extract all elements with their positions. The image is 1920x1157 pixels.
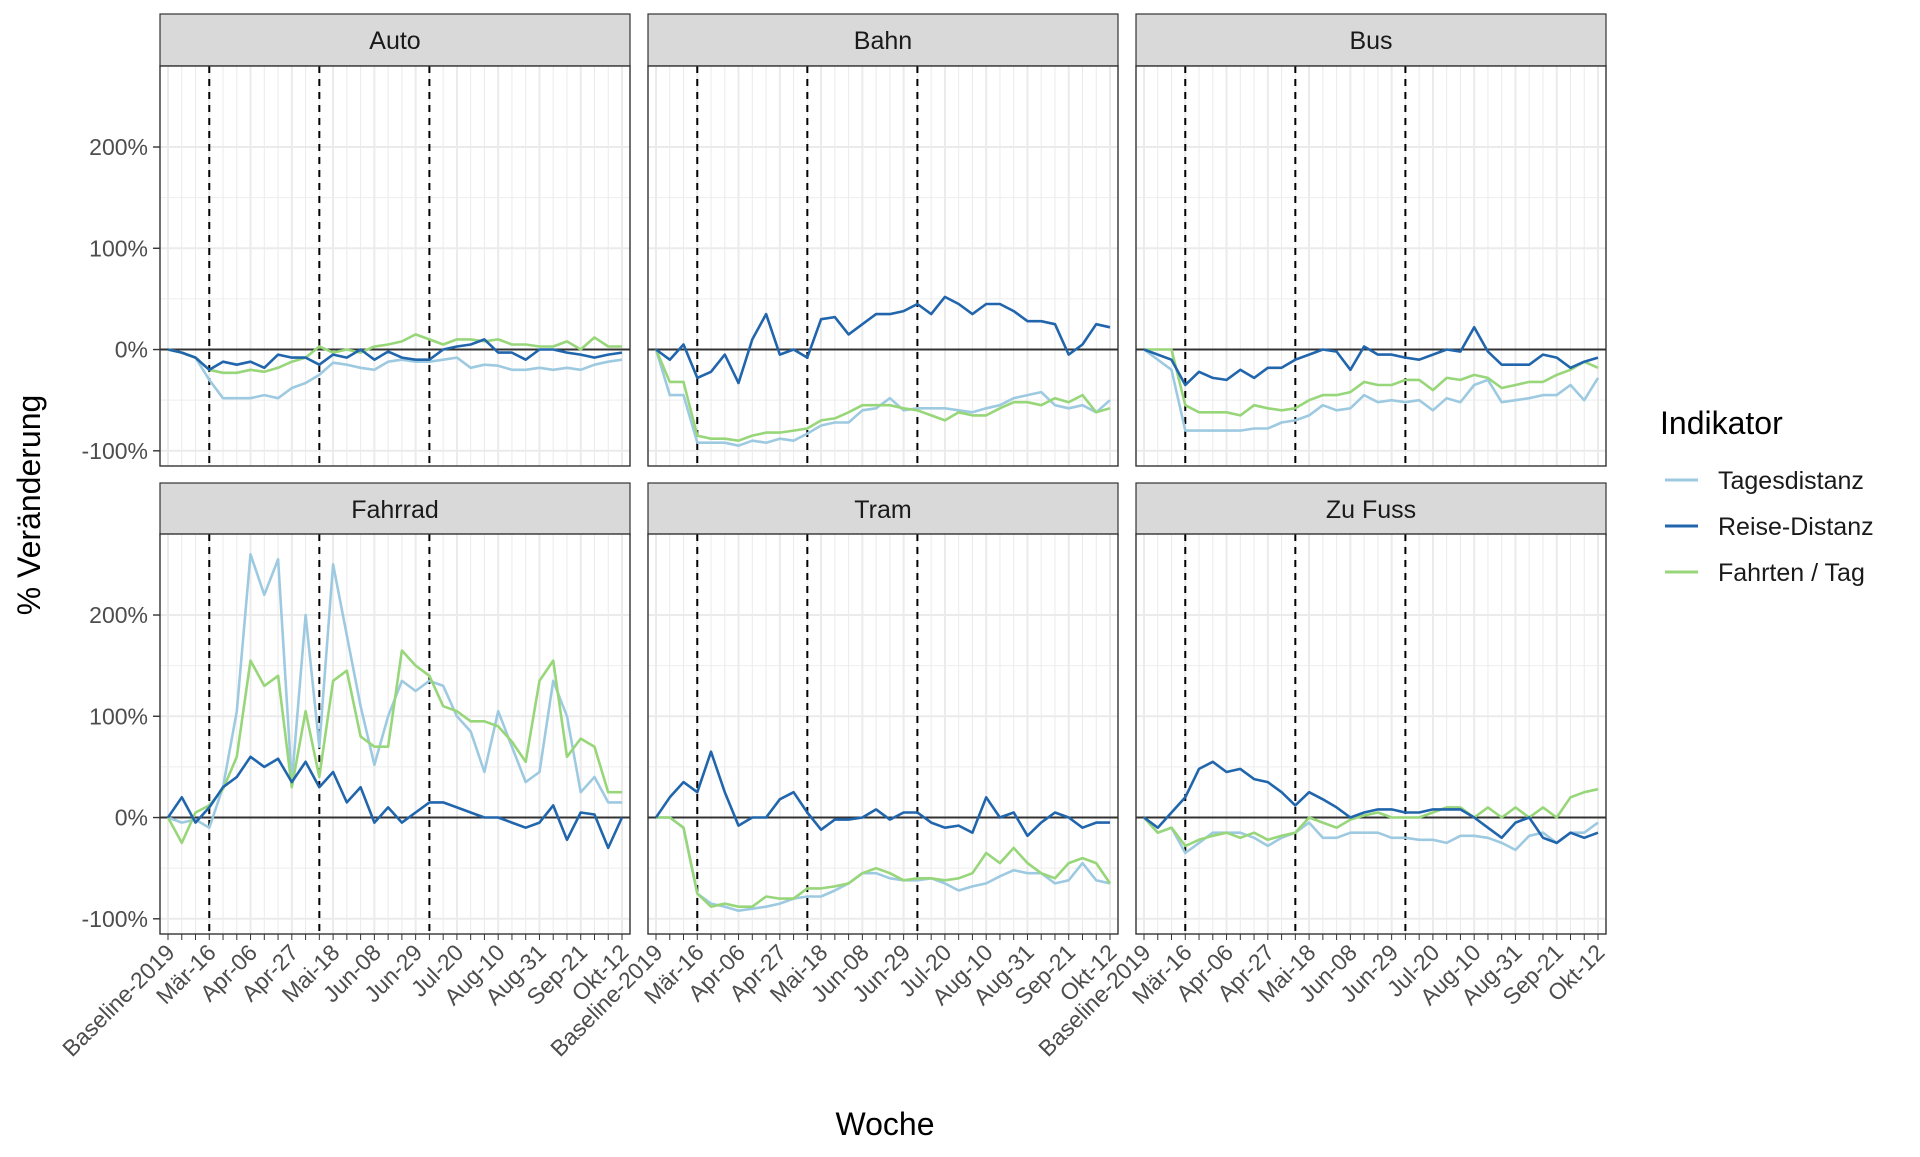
series-line-tagesdistanz <box>167 348 623 400</box>
series-line-fahrten-tag <box>167 333 622 375</box>
y-tick-label: 0% <box>115 337 148 363</box>
panel-title: Bus <box>1349 27 1392 55</box>
panel-zu-fuss: Zu FussBaseline-2019Mär-16Apr-06Apr-27Ma… <box>1033 482 1610 1062</box>
series-line-fahrten-tag <box>1143 787 1599 848</box>
series-line-tagesdistanz <box>1143 816 1599 855</box>
series-line-reise-distanz <box>1143 325 1599 387</box>
panel-strip <box>1135 482 1607 536</box>
panel-tram: TramBaseline-2019Mär-16Apr-06Apr-27Mai-1… <box>545 482 1122 1062</box>
panel-bus: Bus <box>1135 13 1607 467</box>
series-line-reise-distanz <box>167 338 623 372</box>
panel-strip <box>647 13 1119 67</box>
panel-strip <box>1135 13 1607 67</box>
panel-strip <box>647 482 1119 536</box>
legend-label: Reise-Distanz <box>1718 513 1874 541</box>
series-line-reise-distanz <box>654 750 1110 838</box>
panel-bahn: Bahn <box>647 13 1119 467</box>
y-tick-label: 200% <box>89 602 148 628</box>
series-line-fahrten-tag <box>1144 348 1599 417</box>
plot-background <box>1136 66 1606 466</box>
panel-title: Zu Fuss <box>1326 496 1416 524</box>
series-line-tagesdistanz <box>1143 348 1600 432</box>
panel-title: Tram <box>854 496 911 524</box>
panel-border <box>647 533 1119 935</box>
series-line-tagesdistanz <box>656 816 1111 913</box>
panel-strip <box>159 13 631 67</box>
legend: Indikator Tagesdistanz Reise-Distanz Fahrte… <box>1660 405 1874 587</box>
legend-label: Fahrten / Tag <box>1718 559 1865 587</box>
y-tick-label: 200% <box>89 134 148 160</box>
x-axis-title: Woche <box>835 1106 934 1142</box>
series-line-tagesdistanz <box>654 349 1111 448</box>
panel-title: Auto <box>369 27 420 55</box>
panel-title: Bahn <box>854 27 912 55</box>
series-line-fahrten-tag <box>166 649 622 845</box>
series-line-reise-distanz <box>166 755 624 850</box>
y-axis-title: % Veränderung <box>11 395 47 616</box>
panel-fahrrad: Fahrrad-100%0%100%200%Baseline-2019Mär-1… <box>57 482 634 1062</box>
y-tick-label: 0% <box>115 805 148 831</box>
plot-background <box>648 534 1118 934</box>
panel-border <box>647 65 1119 467</box>
series-line-reise-distanz <box>655 295 1111 385</box>
plot-background <box>160 534 630 934</box>
y-tick-label: 100% <box>89 703 148 729</box>
series-line-reise-distanz <box>1143 760 1599 845</box>
plot-background <box>1136 534 1606 934</box>
panel-border <box>1135 65 1607 467</box>
legend-label: Tagesdistanz <box>1718 467 1864 495</box>
legend-title: Indikator <box>1660 405 1783 441</box>
panel-auto: Auto -100% 0% 100% 200% <box>82 13 631 467</box>
y-tick-label: -100% <box>82 906 148 932</box>
plot-background <box>160 66 630 466</box>
panel-border <box>159 533 631 935</box>
series-line-fahrten-tag <box>654 348 1111 443</box>
panel-border <box>159 65 631 467</box>
y-tick-label: 100% <box>89 235 148 261</box>
panel-title: Fahrrad <box>351 496 439 524</box>
series-line-fahrten-tag <box>656 816 1112 909</box>
plot-background <box>648 66 1118 466</box>
panel-border <box>1135 533 1607 935</box>
y-tick-label: -100% <box>82 438 148 464</box>
